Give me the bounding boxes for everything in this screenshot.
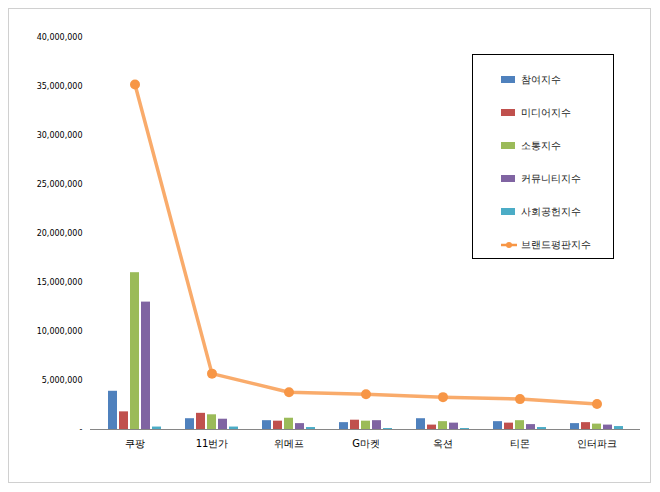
svg-text:15,000,000: 15,000,000 — [37, 278, 83, 287]
html-text:사회공헌지수: 사회공헌지수 — [521, 205, 581, 217]
svg-text:5,000,000: 5,000,000 — [42, 376, 83, 385]
svg-text:40,000,000: 40,000,000 — [37, 33, 83, 42]
svg-text:G마켓: G마켓 — [352, 438, 380, 449]
html-text:커뮤니티지수: 커뮤니티지수 — [521, 172, 581, 184]
svg-text:인터파크: 인터파크 — [577, 438, 617, 449]
svg-text:10,000,000: 10,000,000 — [37, 327, 83, 336]
svg-text:30,000,000: 30,000,000 — [37, 131, 83, 140]
html-text:소통지수: 소통지수 — [521, 139, 561, 151]
svg-text:쿠팡: 쿠팡 — [125, 438, 145, 449]
svg-text:티몬: 티몬 — [510, 438, 530, 449]
html-text:브랜드평판지수: 브랜드평판지수 — [521, 238, 591, 250]
html-text:미디어지수: 미디어지수 — [521, 106, 571, 118]
html-text:참여지수: 참여지수 — [521, 73, 561, 85]
svg-text:35,000,000: 35,000,000 — [37, 82, 83, 91]
svg-text:25,000,000: 25,000,000 — [37, 180, 83, 189]
svg-text:11번가: 11번가 — [196, 438, 229, 449]
svg-text:-: - — [80, 425, 83, 434]
svg-text:20,000,000: 20,000,000 — [37, 229, 83, 238]
svg-text:옥션: 옥션 — [433, 438, 453, 449]
svg-text:위메프: 위메프 — [274, 438, 304, 449]
